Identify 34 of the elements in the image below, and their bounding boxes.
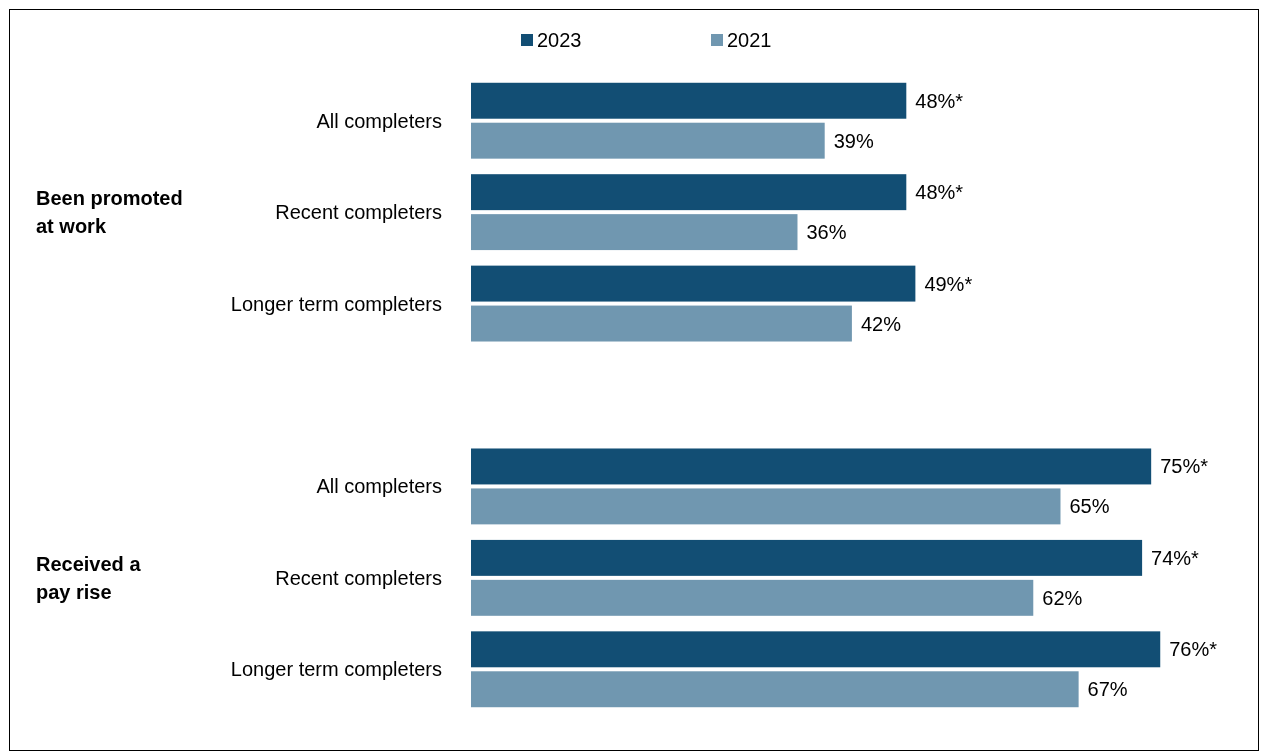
legend-label: 2021 bbox=[727, 29, 772, 51]
bar bbox=[471, 539, 1143, 576]
data-label: 42% bbox=[860, 312, 902, 335]
bar bbox=[471, 579, 1034, 616]
y-tick-label: Longer term completers bbox=[230, 292, 442, 315]
data-label: 36% bbox=[806, 221, 847, 244]
data-label: 65% bbox=[1069, 495, 1110, 518]
data-label: 75%* bbox=[1160, 455, 1209, 478]
bar bbox=[471, 214, 798, 251]
bar bbox=[471, 82, 907, 119]
bar bbox=[471, 448, 1152, 485]
y-tick-label: Recent completers bbox=[275, 566, 442, 589]
data-label: 48%* bbox=[915, 89, 964, 112]
text: Been promoted at work bbox=[36, 187, 183, 238]
y-tick-label: All completers bbox=[316, 475, 442, 498]
y-tick-label: Recent completers bbox=[275, 201, 442, 224]
data-label: 39% bbox=[833, 129, 874, 152]
bar bbox=[471, 265, 916, 302]
y-tick-label: All completers bbox=[316, 109, 442, 132]
legend-label: 2023 bbox=[537, 29, 582, 51]
data-label: 62% bbox=[1042, 586, 1083, 609]
bar bbox=[471, 671, 1079, 708]
text: Received a pay rise bbox=[36, 552, 142, 603]
bar bbox=[471, 305, 852, 342]
data-label: 48%* bbox=[915, 181, 964, 204]
bar bbox=[471, 631, 1161, 668]
y-tick-label: Longer term completers bbox=[230, 658, 442, 681]
bar bbox=[471, 174, 907, 211]
bar bbox=[471, 122, 825, 159]
data-label: 49%* bbox=[924, 272, 973, 295]
data-label: 76%* bbox=[1169, 638, 1218, 661]
data-label: 74%* bbox=[1151, 546, 1200, 569]
data-label: 67% bbox=[1087, 678, 1128, 701]
bar bbox=[471, 488, 1061, 525]
